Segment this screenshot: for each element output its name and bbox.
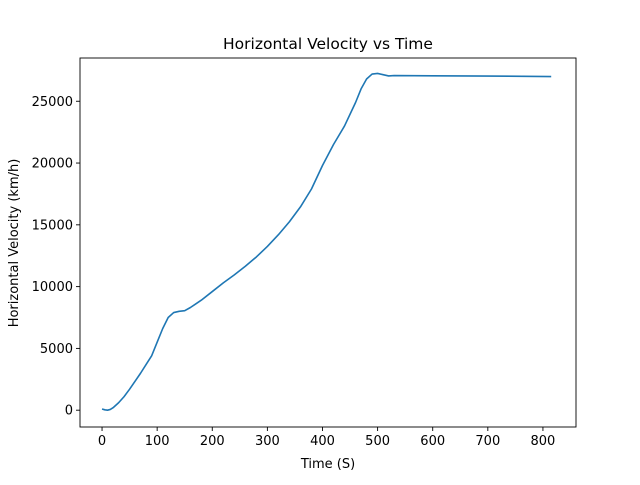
x-tick-label: 700	[475, 434, 500, 449]
y-axis-label: Horizontal Velocity (km/h)	[7, 159, 22, 328]
x-axis-label: Time (S)	[300, 457, 355, 472]
y-tick-label: 20000	[32, 157, 73, 172]
axes-frame	[79, 57, 577, 428]
y-tick-label: 25000	[32, 95, 73, 110]
y-tick-label: 10000	[32, 280, 73, 295]
y-tick-label: 0	[65, 404, 73, 419]
series-line-0	[101, 72, 552, 411]
x-tick-label: 800	[531, 434, 556, 449]
x-tick-label: 200	[200, 434, 225, 449]
x-tick-label: 100	[145, 434, 170, 449]
x-tick-label: 300	[255, 434, 280, 449]
x-tick-label: 600	[420, 434, 445, 449]
plot-area: 0 100 200 300 400 500 600 700 800 0 5000 10000 15000…	[32, 57, 577, 449]
x-tick-label: 400	[310, 434, 335, 449]
y-tick-label: 5000	[40, 342, 73, 357]
x-tick-label: 500	[365, 434, 390, 449]
y-tick-label: 15000	[32, 218, 73, 233]
x-tick-label: 0	[98, 434, 106, 449]
chart-title: Horizontal Velocity vs Time	[223, 35, 433, 53]
